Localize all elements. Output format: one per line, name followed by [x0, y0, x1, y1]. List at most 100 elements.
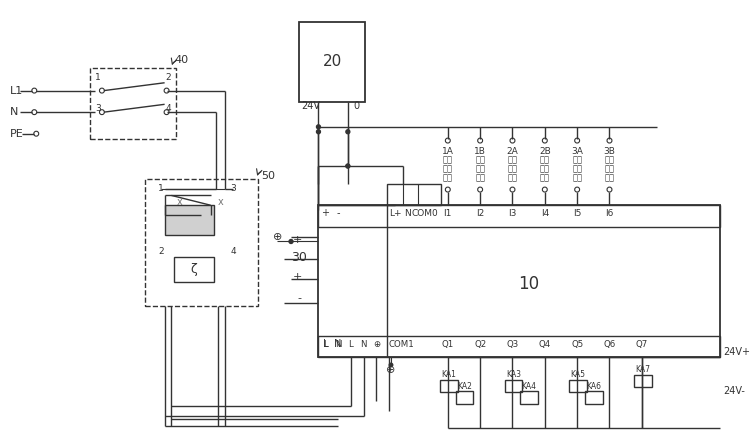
Circle shape — [346, 130, 350, 134]
Text: 信号: 信号 — [508, 173, 517, 182]
Text: 信号: 信号 — [443, 173, 453, 182]
Text: 开关: 开关 — [572, 156, 582, 164]
Text: KA2: KA2 — [457, 382, 472, 391]
Text: 2: 2 — [158, 247, 164, 256]
Text: ⊕: ⊕ — [273, 232, 282, 242]
Text: KA3: KA3 — [506, 370, 521, 379]
Text: x: x — [218, 197, 223, 207]
Text: 3: 3 — [231, 184, 236, 193]
Text: +: + — [321, 208, 330, 218]
Text: 信号: 信号 — [572, 173, 582, 182]
Text: Q4: Q4 — [538, 340, 551, 349]
Bar — [569, 380, 587, 392]
Text: KA7: KA7 — [635, 365, 650, 375]
Bar — [634, 375, 652, 388]
Text: -: - — [298, 293, 302, 303]
Text: 开关: 开关 — [605, 156, 614, 164]
Text: N: N — [334, 339, 342, 349]
Text: 1A: 1A — [442, 147, 454, 156]
Text: Q7: Q7 — [635, 340, 648, 349]
Text: COM1: COM1 — [389, 340, 415, 349]
Text: Q1: Q1 — [442, 340, 454, 349]
Text: 3A: 3A — [572, 147, 583, 156]
Bar — [585, 391, 602, 404]
Text: L: L — [348, 340, 353, 349]
Text: 反馈: 反馈 — [508, 164, 517, 174]
Text: 反馈: 反馈 — [443, 164, 453, 174]
Circle shape — [289, 240, 293, 243]
Bar — [299, 22, 366, 102]
Text: 反馈: 反馈 — [475, 164, 485, 174]
Circle shape — [316, 130, 321, 134]
Text: Q6: Q6 — [603, 340, 616, 349]
Text: I3: I3 — [508, 209, 517, 217]
Bar — [145, 179, 258, 306]
Text: 4: 4 — [231, 247, 236, 256]
Bar — [440, 380, 457, 392]
Text: L: L — [323, 340, 327, 349]
Text: 3: 3 — [95, 104, 101, 113]
Text: 2A: 2A — [507, 147, 518, 156]
Text: N: N — [335, 340, 341, 349]
Text: 反馈: 反馈 — [540, 164, 550, 174]
Text: 20: 20 — [322, 54, 342, 69]
Bar — [90, 68, 176, 138]
Text: 反馈: 反馈 — [605, 164, 614, 174]
Text: +: + — [292, 272, 302, 282]
Bar — [174, 257, 213, 282]
Text: ζ: ζ — [191, 263, 198, 276]
Text: 1B: 1B — [474, 147, 486, 156]
Circle shape — [346, 164, 350, 168]
Text: x: x — [176, 197, 182, 207]
Text: I5: I5 — [573, 209, 581, 217]
Text: L1: L1 — [10, 85, 23, 95]
Text: N: N — [10, 107, 18, 117]
Bar — [387, 184, 441, 205]
Bar — [520, 391, 538, 404]
Text: 2: 2 — [166, 73, 171, 82]
Text: N: N — [404, 209, 411, 217]
Bar — [456, 391, 473, 404]
Text: 24V: 24V — [301, 101, 320, 111]
Text: I2: I2 — [476, 209, 484, 217]
Text: I4: I4 — [541, 209, 549, 217]
Text: 30: 30 — [291, 251, 306, 264]
Text: 开关: 开关 — [508, 156, 517, 164]
Text: 开关: 开关 — [443, 156, 453, 164]
Text: PE: PE — [10, 129, 23, 139]
Circle shape — [389, 363, 393, 367]
Text: KA5: KA5 — [571, 370, 586, 379]
Text: -: - — [336, 208, 339, 218]
Text: Q3: Q3 — [506, 340, 519, 349]
Text: ⊕: ⊕ — [374, 340, 381, 349]
Text: 信号: 信号 — [540, 173, 550, 182]
Bar — [318, 205, 720, 227]
Text: 开关: 开关 — [540, 156, 550, 164]
Bar — [318, 335, 720, 357]
Text: L: L — [323, 339, 328, 349]
Text: L+: L+ — [388, 209, 401, 217]
Text: I1: I1 — [444, 209, 452, 217]
Bar — [164, 205, 213, 235]
Text: KA4: KA4 — [522, 382, 537, 391]
Text: 1: 1 — [95, 73, 101, 82]
Circle shape — [316, 125, 321, 129]
Text: KA1: KA1 — [442, 370, 456, 379]
Text: 信号: 信号 — [475, 173, 485, 182]
Text: 40: 40 — [174, 55, 189, 65]
Text: 4: 4 — [166, 104, 171, 113]
Text: 24V-: 24V- — [723, 386, 745, 396]
Text: 2B: 2B — [539, 147, 550, 156]
Text: 反馈: 反馈 — [572, 164, 582, 174]
Text: 50: 50 — [261, 171, 276, 181]
Bar — [505, 380, 522, 392]
Text: Q5: Q5 — [571, 340, 584, 349]
Bar — [318, 205, 720, 357]
Text: 10: 10 — [519, 275, 540, 293]
Text: COM0: COM0 — [412, 209, 439, 217]
Text: N: N — [360, 340, 366, 349]
Text: I6: I6 — [605, 209, 614, 217]
Circle shape — [346, 164, 350, 168]
Text: 1: 1 — [158, 184, 164, 193]
Text: 信号: 信号 — [605, 173, 614, 182]
